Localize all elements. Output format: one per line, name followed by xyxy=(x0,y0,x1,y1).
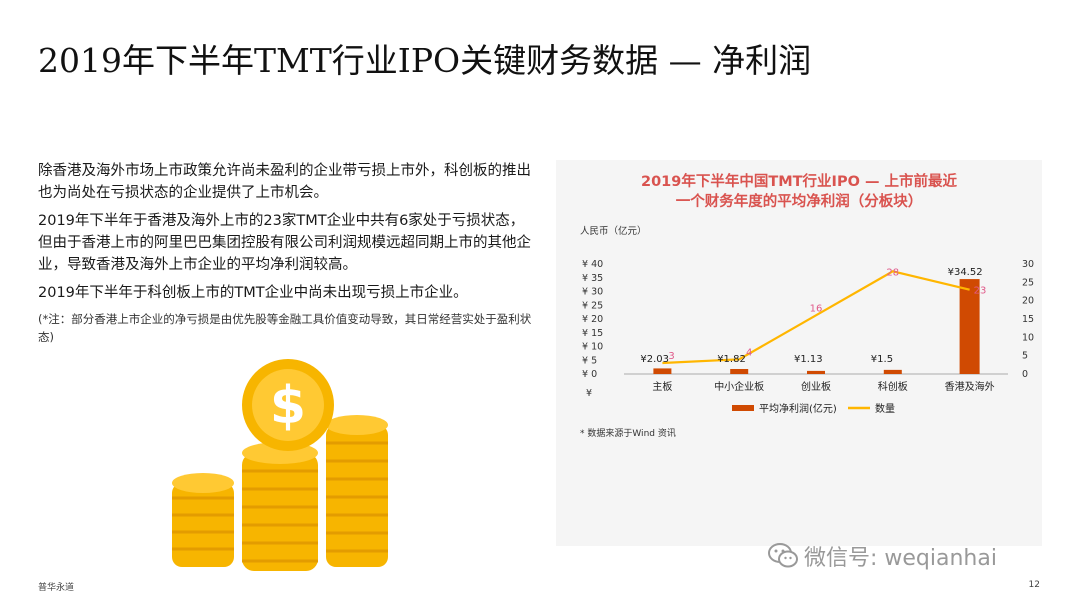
bar-value-label: ¥1.82 xyxy=(717,354,746,365)
line-value-label: 16 xyxy=(810,303,823,314)
right-tick-label: 0 xyxy=(1022,369,1028,380)
bar-value-label: ¥34.52 xyxy=(948,267,983,278)
paragraph-1: 除香港及海外市场上市政策允许尚未盈利的企业带亏损上市外，科创板的推出也为尚处在亏… xyxy=(38,163,531,201)
left-tick-label: ¥ 40 xyxy=(582,259,603,270)
page-title: 2019年下半年TMT行业IPO关键财务数据 — 净利润 xyxy=(38,41,812,80)
bar-value-label: ¥2.03 xyxy=(640,354,669,365)
footnote: (*注：部分香港上市企业的净亏损是由优先股等金融工具价值变动导致，其日常经营实处… xyxy=(38,312,532,344)
line-value-label: 4 xyxy=(746,347,752,358)
y-unit-label: 人民币（亿元） xyxy=(580,225,647,237)
legend-swatch-bar xyxy=(732,405,754,411)
left-tick-label: ¥ 25 xyxy=(582,300,603,311)
bar-value-label: ¥1.5 xyxy=(871,354,893,365)
legend-label-line: 数量 xyxy=(875,402,895,415)
bar xyxy=(807,370,825,374)
category-label: 科创板 xyxy=(878,380,908,393)
net-profit-chart: 人民币（亿元）¥ 0¥ 5¥ 10¥ 15¥ 20¥ 25¥ 30¥ 35¥ 4… xyxy=(580,225,1034,415)
chart-title-line1: 2019年下半年中国TMT行业IPO — 上市前最近 xyxy=(640,174,957,190)
left-axis-extra-label: ¥ xyxy=(586,388,592,399)
chart-title-line2: 一个财务年度的平均净利润（分板块） xyxy=(675,194,923,210)
right-tick-label: 15 xyxy=(1022,314,1034,325)
watermark-text: 微信号: weqianhai xyxy=(804,546,997,571)
legend-label-bar: 平均净利润(亿元) xyxy=(759,402,837,415)
line-value-label: 23 xyxy=(974,286,987,297)
line-value-label: 28 xyxy=(886,267,899,278)
right-tick-label: 5 xyxy=(1022,351,1028,362)
bar xyxy=(883,369,902,374)
watermark: 微信号: weqianhai xyxy=(768,540,997,575)
chart-source: * 数据来源于Wind 资讯 xyxy=(580,429,676,439)
coin-stack-middle xyxy=(242,442,318,571)
left-tick-label: ¥ 15 xyxy=(582,328,603,339)
right-tick-label: 30 xyxy=(1022,259,1034,270)
page-number: 12 xyxy=(1028,580,1040,590)
chart-panel: 2019年下半年中国TMT行业IPO — 上市前最近 一个财务年度的平均净利润（… xyxy=(556,160,1042,546)
category-label: 香港及海外 xyxy=(945,380,995,393)
footer-brand: 普华永道 xyxy=(38,583,75,593)
coin-stack-right xyxy=(326,415,388,567)
dollar-coin: $ xyxy=(242,359,334,451)
bar xyxy=(730,368,749,374)
left-tick-label: ¥ 35 xyxy=(582,273,603,284)
left-tick-label: ¥ 5 xyxy=(582,355,597,366)
right-tick-label: 20 xyxy=(1022,296,1034,307)
category-label: 主板 xyxy=(652,380,672,393)
category-label: 创业板 xyxy=(801,380,831,393)
bar xyxy=(959,279,980,374)
right-tick-label: 25 xyxy=(1022,277,1034,288)
line-value-label: 3 xyxy=(668,351,674,362)
left-tick-label: ¥ 20 xyxy=(582,314,603,325)
left-tick-label: ¥ 0 xyxy=(582,369,597,380)
bar-value-label: ¥1.13 xyxy=(794,354,823,365)
wechat-icon xyxy=(768,543,798,575)
svg-text:$: $ xyxy=(270,376,306,436)
dollar-coin-icon: $ xyxy=(160,355,400,575)
category-label: 中小企业板 xyxy=(714,380,764,393)
paragraph-2: 2019年下半年于香港及海外上市的23家TMT企业中共有6家处于亏损状态，但由于… xyxy=(38,213,531,273)
text-block: 除香港及海外市场上市政策允许尚未盈利的企业带亏损上市外，科创板的推出也为尚处在亏… xyxy=(38,160,533,346)
bar xyxy=(653,368,672,374)
coin-stack-left xyxy=(172,473,234,567)
chart-title: 2019年下半年中国TMT行业IPO — 上市前最近 一个财务年度的平均净利润（… xyxy=(556,172,1042,212)
left-tick-label: ¥ 30 xyxy=(582,287,603,298)
paragraph-3: 2019年下半年于科创板上市的TMT企业中尚未出现亏损上市企业。 xyxy=(38,285,468,301)
left-tick-label: ¥ 10 xyxy=(582,342,603,353)
series-line xyxy=(662,270,970,365)
right-tick-label: 10 xyxy=(1022,332,1034,343)
